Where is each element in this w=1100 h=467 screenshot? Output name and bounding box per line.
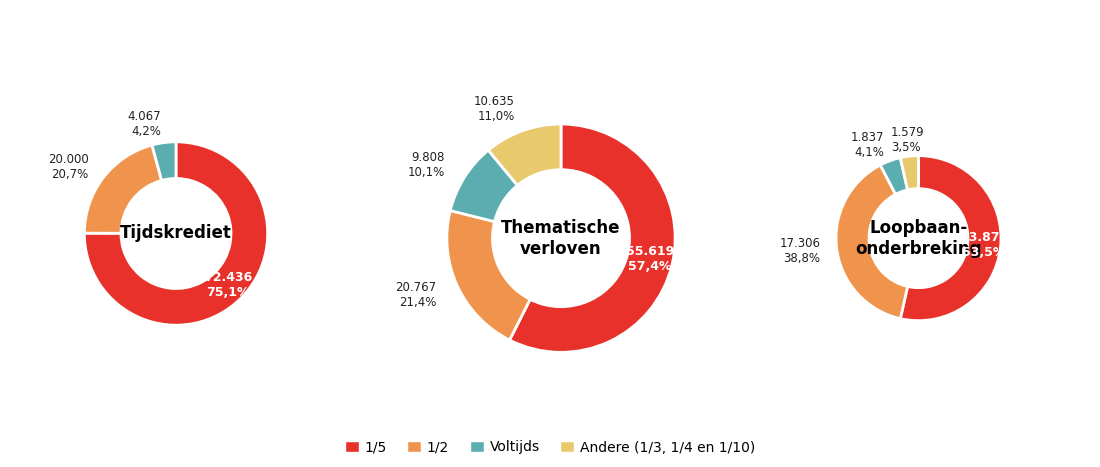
Wedge shape [488, 124, 561, 185]
Text: Tijdskrediet: Tijdskrediet [120, 225, 232, 242]
Text: 72.436
75,1%: 72.436 75,1% [204, 271, 252, 299]
Text: 55.619
57,4%: 55.619 57,4% [626, 245, 674, 273]
Wedge shape [880, 158, 907, 194]
Text: 17.306
38,8%: 17.306 38,8% [779, 237, 821, 265]
Wedge shape [900, 156, 918, 190]
Wedge shape [450, 150, 517, 222]
Text: 20.000
20,7%: 20.000 20,7% [48, 153, 89, 181]
Wedge shape [85, 142, 267, 325]
Text: 10.635
11,0%: 10.635 11,0% [474, 95, 515, 123]
Text: Thematische
verloven: Thematische verloven [502, 219, 620, 258]
Text: 4.067
4,2%: 4.067 4,2% [128, 111, 162, 138]
Text: Loopbaan-
onderbreking: Loopbaan- onderbreking [856, 219, 981, 258]
Circle shape [121, 178, 231, 289]
Wedge shape [85, 145, 162, 234]
Text: 1.837
4,1%: 1.837 4,1% [851, 131, 884, 159]
Wedge shape [509, 124, 675, 352]
Text: 23.873
53,5%: 23.873 53,5% [960, 232, 1009, 260]
Text: 1.579
3,5%: 1.579 3,5% [891, 126, 924, 154]
Text: 9.808
10,1%: 9.808 10,1% [408, 151, 446, 179]
Wedge shape [900, 156, 1001, 321]
Circle shape [493, 170, 629, 307]
Circle shape [869, 189, 968, 288]
Text: 20.767
21,4%: 20.767 21,4% [395, 281, 437, 309]
Wedge shape [152, 142, 176, 180]
Legend: 1/5, 1/2, Voltijds, Andere (1/3, 1/4 en 1/10): 1/5, 1/2, Voltijds, Andere (1/3, 1/4 en … [340, 435, 760, 460]
Wedge shape [836, 165, 908, 318]
Wedge shape [447, 211, 530, 340]
